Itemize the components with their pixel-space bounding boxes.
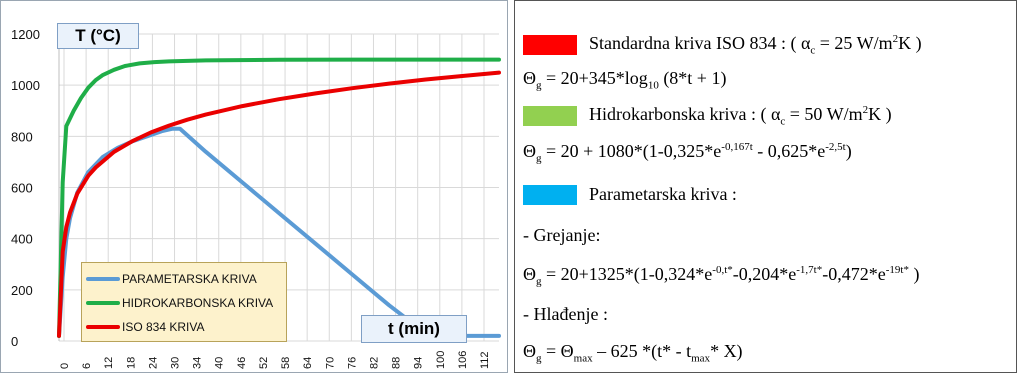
legend-swatch-parametric [86,277,120,281]
legend-item-parametric: PARAMETARSKA KRIVA [82,267,286,291]
standard-curve-formula: Θg = 20+345*log10 (8*t + 1) [523,68,727,92]
x-tick-label: 12 [103,357,115,369]
y-tick-label: 800 [11,129,33,144]
x-tick-label: 70 [324,357,336,369]
y-tick-label: 1200 [11,27,40,42]
y-axis-title: T (°C) [57,23,139,49]
x-tick-label: 100 [435,351,447,369]
y-tick-label: 1000 [11,78,40,93]
series-line-1 [57,57,501,338]
x-tick-label: 52 [258,357,270,369]
x-tick-label: 34 [192,357,204,369]
chart-legend: PARAMETARSKA KRIVA HIDROKARBONSKA KRIVA … [81,262,287,342]
legend-label-hydrocarbon: HIDROKARBONSKA KRIVA [122,296,274,310]
legend-item-hydrocarbon: HIDROKARBONSKA KRIVA [82,291,286,315]
x-tick-label: 112 [479,351,491,369]
legend-label-parametric: PARAMETARSKA KRIVA [122,272,257,286]
x-tick-label: 0 [59,363,71,369]
fire-curves-chart: 0 200 400 600 800 1000 1200 0 6 12 18 24 30 34 40 46 52 5… [11,27,501,369]
hydrocarbon-curve-formula: Θg = 20 + 1080*(1-0,325*e-0,167t - 0,625… [523,141,852,165]
y-tick-label: 600 [11,181,33,196]
x-tick-label: 46 [236,357,248,369]
x-tick-label: 82 [368,357,380,369]
y-tick-label: 200 [11,283,33,298]
x-axis-title: t (min) [361,315,467,343]
chart-panel: 0 200 400 600 800 1000 1200 0 6 12 18 24 30 34 40 46 52 5… [0,0,508,373]
standard-curve-label: Standardna kriva ISO 834 : ( αc = 25 W/m… [589,33,922,57]
parametric-curve-label: Parametarska kriva : [589,184,737,204]
formula-panel: Standardna kriva ISO 834 : ( αc = 25 W/m… [514,0,1017,373]
hydrocarbon-curve-row: Hidrokarbonska kriva : ( αc = 50 W/m2K ) [523,104,892,128]
y-tick-label: 0 [11,334,18,349]
parametric-curve-swatch [523,184,577,205]
parametric-curve-row: Parametarska kriva : [523,184,737,205]
hydrocarbon-curve-label: Hidrokarbonska kriva : ( αc = 50 W/m2K ) [589,104,892,128]
x-tick-label: 24 [147,357,159,369]
x-tick-label: 88 [391,357,403,369]
legend-label-iso834: ISO 834 KRIVA [122,320,205,334]
x-tick-label: 64 [302,357,314,369]
cooling-formula: Θg = Θmax – 625 *(t* - tmax* X) [523,341,743,365]
x-tick-label: 58 [280,357,292,369]
standard-curve-swatch [523,34,577,55]
legend-swatch-hydrocarbon [86,301,120,305]
series-line-2 [57,70,501,338]
hydrocarbon-curve-swatch [523,105,577,126]
standard-curve-row: Standardna kriva ISO 834 : ( αc = 25 W/m… [523,33,922,57]
legend-swatch-iso834 [86,325,120,329]
y-tick-label: 400 [11,232,33,247]
heating-formula: Θg = 20+1325*(1-0,324*e-0,t*-0,204*e-1,7… [523,264,920,288]
x-tick-label: 30 [170,357,182,369]
heating-label: - Grejanje: [523,225,601,245]
x-tick-label: 76 [346,357,358,369]
legend-item-iso834: ISO 834 KRIVA [82,315,286,339]
x-tick-label: 106 [457,351,469,369]
x-tick-label: 6 [81,363,93,369]
cooling-label: - Hlađenje : [523,304,608,324]
x-tick-label: 94 [413,357,425,369]
x-tick-label: 18 [125,357,137,369]
x-tick-label: 40 [214,357,226,369]
